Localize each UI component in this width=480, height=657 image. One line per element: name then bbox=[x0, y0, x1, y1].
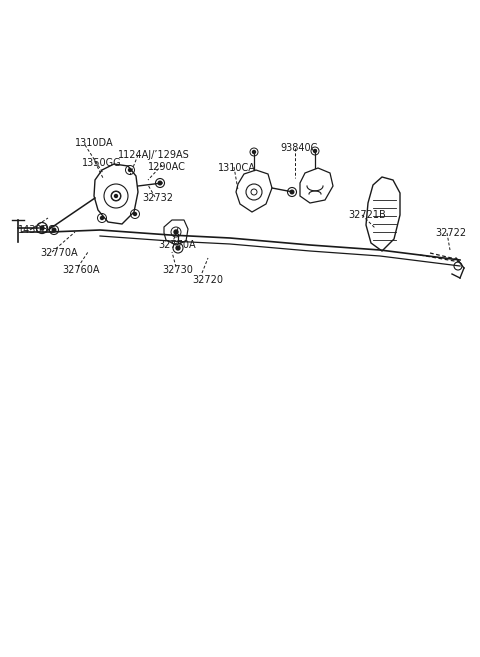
Text: 1124AJ/’129AS: 1124AJ/’129AS bbox=[118, 150, 190, 160]
Text: 93840C: 93840C bbox=[280, 143, 317, 153]
Text: 1350GG: 1350GG bbox=[82, 158, 121, 168]
Text: 1310CA: 1310CA bbox=[218, 163, 256, 173]
Circle shape bbox=[115, 194, 118, 198]
Text: 32720: 32720 bbox=[192, 275, 223, 285]
Text: 1430BG: 1430BG bbox=[18, 225, 57, 235]
Circle shape bbox=[40, 226, 44, 230]
Text: 1310DA: 1310DA bbox=[75, 138, 114, 148]
Circle shape bbox=[133, 212, 136, 215]
Circle shape bbox=[176, 246, 180, 250]
Circle shape bbox=[313, 150, 316, 152]
Circle shape bbox=[290, 190, 294, 194]
Text: 32730: 32730 bbox=[162, 265, 193, 275]
Text: 32722: 32722 bbox=[435, 228, 466, 238]
Circle shape bbox=[129, 168, 132, 171]
Text: 32760A: 32760A bbox=[62, 265, 99, 275]
Text: 32770A: 32770A bbox=[158, 240, 196, 250]
Circle shape bbox=[174, 230, 178, 234]
Circle shape bbox=[158, 181, 162, 185]
Circle shape bbox=[252, 150, 255, 154]
Text: 32721B: 32721B bbox=[348, 210, 386, 220]
Text: 1290AC: 1290AC bbox=[148, 162, 186, 172]
Circle shape bbox=[52, 228, 56, 232]
Text: 32770A: 32770A bbox=[40, 248, 78, 258]
Circle shape bbox=[100, 217, 104, 219]
Text: 32732: 32732 bbox=[142, 193, 173, 203]
